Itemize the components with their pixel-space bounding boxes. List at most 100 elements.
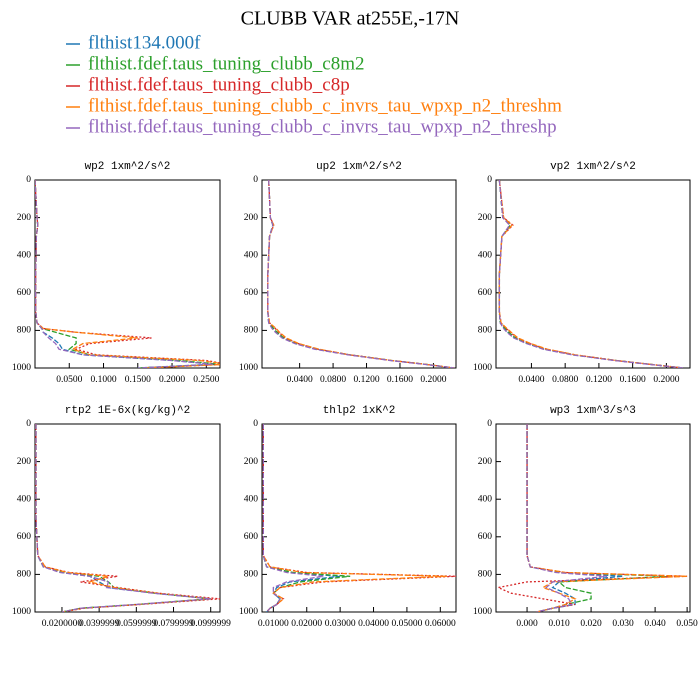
profile-line <box>526 424 672 612</box>
x-tick-label: 0.1200 <box>586 375 612 385</box>
y-tick-label: 800 <box>244 570 259 580</box>
y-tick-label: 400 <box>17 250 32 260</box>
y-tick-label: 0 <box>253 175 258 185</box>
series-group <box>496 424 688 612</box>
legend-label: flthist.fdef.taus_tuning_clubb_c8p <box>88 74 350 95</box>
x-tick-label: 0.2000 <box>420 375 446 385</box>
y-tick-label: 1000 <box>12 607 31 617</box>
y-tick-label: 800 <box>478 570 493 580</box>
y-tick-label: 200 <box>17 457 32 467</box>
profile-line <box>262 424 448 612</box>
panel-title: wp2 1xm^2/s^2 <box>85 161 171 173</box>
profile-line <box>526 424 688 612</box>
plot-frame <box>261 179 457 369</box>
y-tick-label: 1000 <box>473 607 492 617</box>
x-tick-label: 0.000 <box>516 619 538 629</box>
plot-frame <box>261 423 457 613</box>
series-group <box>262 424 456 612</box>
profile-line <box>262 424 324 612</box>
profile-line <box>262 424 351 612</box>
profile-line <box>267 180 455 368</box>
x-tick-label: 0.04000 <box>358 619 389 629</box>
x-tick-label: 0.1000 <box>90 375 116 385</box>
y-tick-label: 200 <box>17 213 32 223</box>
profile-line <box>267 180 455 368</box>
profile-line <box>498 180 684 368</box>
plot-frame <box>34 179 221 369</box>
panel-title: rtp2 1E-6x(kg/kg)^2 <box>65 405 190 417</box>
plot-frame <box>495 179 691 369</box>
profile-line <box>262 424 341 612</box>
series-group <box>35 424 220 612</box>
y-tick-label: 1000 <box>239 607 258 617</box>
legend-label: flthist.fdef.taus_tuning_clubb_c8m2 <box>88 53 365 74</box>
x-tick-label: 0.010 <box>548 619 570 629</box>
y-tick-label: 200 <box>244 213 259 223</box>
x-tick-label: 0.0500 <box>56 375 82 385</box>
profile-line <box>35 424 211 612</box>
profile-line <box>498 180 684 368</box>
y-tick-label: 600 <box>478 532 493 542</box>
y-tick-label: 1000 <box>473 363 492 373</box>
y-tick-label: 800 <box>478 326 493 336</box>
profile-line <box>262 424 456 612</box>
x-tick-label: 0.040 <box>644 619 666 629</box>
x-tick-label: 0.06000 <box>425 619 456 629</box>
x-tick-label: 0.05000 <box>391 619 422 629</box>
y-tick-label: 0 <box>26 175 31 185</box>
profile-line <box>526 424 624 612</box>
x-tick-label: 0.030 <box>612 619 634 629</box>
x-tick-label: 0.2000 <box>159 375 185 385</box>
legend-label: flthist.fdef.taus_tuning_clubb_c_invrs_t… <box>88 116 557 137</box>
x-tick-label: 0.0400 <box>287 375 313 385</box>
y-tick-label: 400 <box>478 250 493 260</box>
x-tick-label: 0.1500 <box>125 375 151 385</box>
profile-line <box>35 424 220 612</box>
y-tick-label: 400 <box>244 494 259 504</box>
x-tick-label: 0.1600 <box>620 375 646 385</box>
y-tick-label: 600 <box>478 288 493 298</box>
x-tick-label: 0.0800 <box>552 375 578 385</box>
legend-label: flthist134.000f <box>88 32 201 53</box>
series-group <box>35 180 220 368</box>
profile-line <box>498 180 684 368</box>
x-tick-label: 0.03000 <box>325 619 356 629</box>
panel-title: up2 1xm^2/s^2 <box>316 161 402 173</box>
x-tick-label: 0.02000 <box>291 619 322 629</box>
legend-label: flthist.fdef.taus_tuning_clubb_c_invrs_t… <box>88 95 562 116</box>
x-tick-label: 0.050 <box>676 619 698 629</box>
x-tick-label: 0.0999999 <box>191 619 232 629</box>
x-tick-label: 0.0400 <box>518 375 544 385</box>
profile-line <box>498 180 684 368</box>
panel-title: vp2 1xm^2/s^2 <box>550 161 636 173</box>
y-tick-label: 400 <box>478 494 493 504</box>
series-group <box>267 180 455 368</box>
x-tick-label: 0.1600 <box>387 375 413 385</box>
y-tick-label: 600 <box>17 532 32 542</box>
y-tick-label: 400 <box>17 494 32 504</box>
series-group <box>498 180 684 368</box>
y-tick-label: 600 <box>17 288 32 298</box>
y-tick-label: 200 <box>478 457 493 467</box>
y-tick-label: 800 <box>244 326 259 336</box>
profile-line <box>35 424 211 612</box>
profile-line <box>496 424 688 612</box>
y-tick-label: 600 <box>244 532 259 542</box>
x-tick-label: 0.01000 <box>258 619 289 629</box>
profile-line <box>267 180 455 368</box>
panel-title: wp3 1xm^3/s^3 <box>550 405 636 417</box>
profile-line <box>35 180 214 368</box>
y-tick-label: 800 <box>17 326 32 336</box>
y-tick-label: 0 <box>487 419 492 429</box>
y-tick-label: 600 <box>244 288 259 298</box>
x-tick-label: 0.020 <box>580 619 602 629</box>
figure-title: CLUBB VAR at255E,-17N <box>241 8 460 30</box>
x-tick-label: 0.0200000 <box>42 619 83 629</box>
y-tick-label: 0 <box>253 419 258 429</box>
x-tick-label: 0.0799999 <box>153 619 194 629</box>
profile-line <box>267 180 455 368</box>
y-tick-label: 1000 <box>12 363 31 373</box>
panel-title: thlp2 1xK^2 <box>323 405 396 417</box>
x-tick-label: 0.0599999 <box>116 619 157 629</box>
